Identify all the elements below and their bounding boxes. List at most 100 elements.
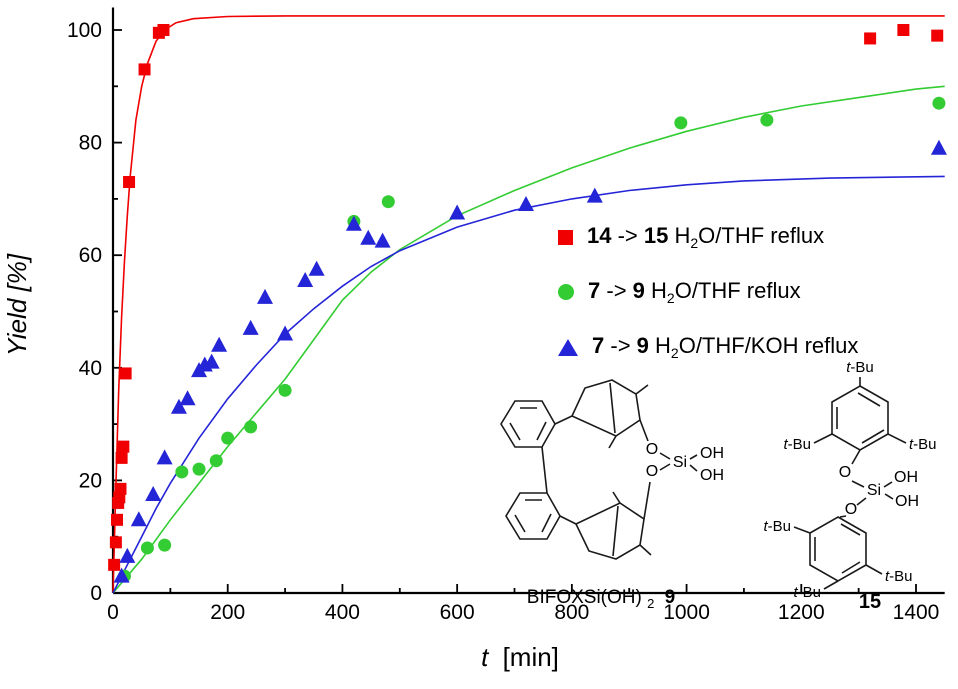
legend-text-segment: 15: [643, 223, 669, 248]
tspan-primitive: -Bu: [788, 436, 811, 453]
point-square: [864, 32, 877, 45]
o-atom-label: O: [646, 441, 658, 458]
legend-text-segment: 9: [632, 278, 645, 303]
legend-text-segment: O/THF reflux: [698, 223, 825, 248]
tspan-primitive: t: [763, 518, 768, 535]
chemical-structures: O O Si OH OH BIFOXSi(OH) 2 9 t-Bu: [500, 359, 937, 613]
legend-item-3: 7 -> 9 H2O/THF/KOH reflux: [558, 332, 858, 362]
point-square: [117, 440, 130, 453]
legend-text-segment: O/THF reflux: [674, 278, 801, 303]
biphenyl-bond: [541, 446, 548, 494]
tspan-primitive: t: [885, 568, 890, 585]
point-square: [114, 482, 127, 495]
oh-group-label: OH: [894, 469, 918, 486]
point-circle: [674, 116, 688, 130]
point-triangle: [170, 398, 187, 414]
tspan-primitive: -Bu: [768, 518, 791, 535]
circle-marker-icon: [558, 284, 574, 300]
square-marker-icon: [558, 229, 573, 245]
tspan-primitive: t: [846, 359, 851, 376]
point-circle: [209, 454, 223, 468]
legend-text-segment: O/THF/KOH reflux: [678, 333, 859, 358]
point-square: [109, 536, 122, 549]
phenyl-ring-top-double-bonds: [836, 392, 885, 444]
o-atom-label: O: [646, 463, 658, 480]
tspan-primitive: -Bu: [913, 436, 936, 453]
legend-text-segment: H: [644, 278, 667, 303]
point-triangle: [517, 196, 534, 212]
cage-upper: [554, 379, 649, 449]
point-square: [108, 558, 121, 571]
oh-group-label: OH: [700, 467, 724, 484]
point-triangle: [256, 288, 273, 304]
tbu-label: t-Bu: [783, 436, 811, 453]
phenyl-ring-bottom: [809, 516, 867, 582]
legend-text-segment: 7: [588, 278, 601, 303]
legend-text-segment: 7: [592, 333, 605, 358]
point-circle: [158, 538, 172, 552]
legend-text-segment: ->: [600, 278, 633, 303]
point-triangle: [145, 485, 162, 501]
point-triangle: [119, 547, 136, 563]
point-triangle: [297, 272, 314, 288]
x-tick-label-0: 0: [107, 601, 119, 624]
point-triangle: [156, 449, 173, 465]
x-axis-title-unit: [min]: [503, 642, 559, 672]
point-square: [157, 24, 170, 36]
point-triangle: [360, 229, 377, 245]
fit-curve-circle: [112, 85, 945, 594]
x-axis-title-var: t: [481, 642, 490, 672]
point-triangle: [179, 390, 196, 406]
phenyl-ring-bottom-double-bonds: [814, 523, 861, 574]
point-triangle: [586, 187, 603, 203]
caption-text: BIFOXSi(OH): [527, 587, 642, 608]
x-tick-label-1000: 1000: [663, 601, 710, 624]
point-circle: [244, 420, 258, 434]
point-circle: [192, 462, 206, 476]
tspan-primitive: t: [793, 584, 798, 601]
cage-lower: [559, 491, 652, 560]
legend-label: 7 -> 9 H2O/THF reflux: [588, 278, 801, 306]
legend-item-1: 14 -> 15 H2O/THF reflux: [558, 222, 858, 252]
si-atom-label: Si: [867, 482, 881, 499]
point-square: [931, 29, 944, 42]
point-triangle: [203, 353, 220, 369]
si-atom-label: Si: [673, 454, 687, 471]
point-triangle: [374, 232, 391, 248]
oh-group-label: OH: [895, 493, 919, 510]
legend: 14 -> 15 H2O/THF reflux 7 -> 9 H2O/THF re…: [558, 222, 858, 387]
point-circle: [381, 195, 395, 209]
point-triangle: [345, 215, 362, 231]
x-axis-title: t [min]: [481, 642, 559, 672]
aryl-ring-lower-double-bonds: [514, 499, 552, 533]
tspan-primitive: t: [783, 436, 788, 453]
point-square: [119, 367, 132, 380]
point-triangle: [449, 204, 466, 220]
y-tick-label-0: 0: [90, 582, 102, 605]
point-square: [111, 513, 124, 526]
triangle-marker-icon: [558, 338, 578, 356]
point-square: [123, 176, 136, 189]
point-triangle: [277, 325, 294, 341]
x-tick-label-200: 200: [210, 601, 245, 624]
y-tick-label-60: 60: [79, 244, 102, 267]
o-atom-label: O: [839, 464, 851, 481]
structure-9-caption: BIFOXSi(OH) 2 9: [527, 587, 675, 613]
fit-curve-triangle: [112, 175, 945, 594]
o-atom-label: O: [845, 501, 857, 518]
legend-label: 7 -> 9 H2O/THF/KOH reflux: [592, 333, 858, 361]
x-tick-label-1400: 1400: [893, 601, 940, 624]
phenyl-ring-top: [831, 385, 889, 451]
tspan-primitive: t: [909, 436, 914, 453]
tspan-primitive: -Bu: [850, 359, 873, 376]
tbu-label: t-Bu: [909, 436, 937, 453]
point-square: [897, 24, 910, 36]
x-tick-label-800: 800: [554, 601, 589, 624]
tspan-primitive: -Bu: [889, 568, 912, 585]
y-axis-title: Yield [%]: [2, 253, 32, 356]
tbu-label: t-Bu: [885, 568, 913, 585]
point-triangle: [242, 319, 259, 335]
point-square: [138, 63, 151, 76]
